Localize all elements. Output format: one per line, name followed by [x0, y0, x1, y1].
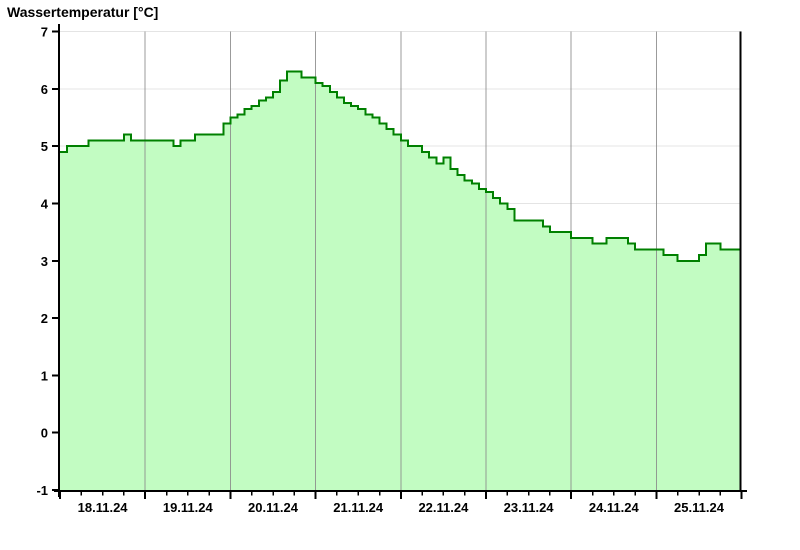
- x-axis-tick-label: 23.11.24: [504, 500, 555, 515]
- y-axis-tick-label: 7: [41, 25, 48, 40]
- x-axis-tick-label: 24.11.24: [589, 500, 640, 515]
- y-axis-tick-label: 2: [41, 311, 48, 326]
- y-axis-tick-label: -1: [36, 483, 48, 498]
- x-axis-tick-label: 22.11.24: [418, 500, 469, 515]
- chart-title: Wassertemperatur [°C]: [7, 4, 158, 20]
- x-axis-tick-label: 19.11.24: [163, 500, 214, 515]
- x-axis-tick-label: 18.11.24: [78, 500, 129, 515]
- y-axis-tick-label: 4: [41, 197, 49, 212]
- y-axis-tick-label: 3: [41, 254, 48, 269]
- x-axis-tick-label: 25.11.24: [674, 500, 725, 515]
- y-axis-tick-label: 1: [41, 368, 48, 383]
- x-axis-tick-label: 21.11.24: [333, 500, 384, 515]
- temperature-step-line: [60, 70, 742, 262]
- y-axis-tick-label: 0: [41, 426, 48, 441]
- y-axis-tick-label: 6: [41, 82, 48, 97]
- x-axis-tick-label: 20.11.24: [248, 500, 299, 515]
- y-axis-tick-label: 5: [41, 139, 48, 154]
- plot-area: 7 6 5 4 3 2 1 0 -1 18.11.24 19.11.24 20.11.24 21.11.…: [36, 24, 747, 515]
